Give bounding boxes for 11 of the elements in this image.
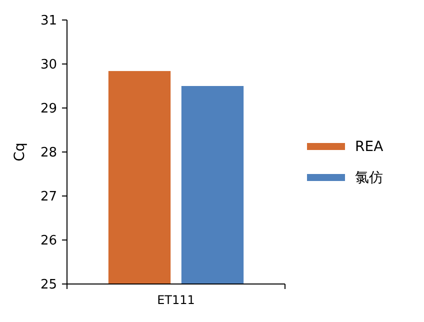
y-tick-label: 27 <box>40 190 57 205</box>
x-tick-label: ET111 <box>157 293 195 307</box>
y-tick-label: 26 <box>40 234 57 249</box>
y-tick-label: 25 <box>40 278 57 293</box>
y-tick-label: 30 <box>40 58 57 73</box>
y-tick-label: 28 <box>40 146 57 161</box>
legend-label: 氯仿 <box>355 170 383 186</box>
y-tick-label: 29 <box>40 102 57 117</box>
y-axis-title: Cq <box>12 142 28 162</box>
legend-label: REA <box>355 138 384 155</box>
y-tick-label: 31 <box>40 14 57 29</box>
